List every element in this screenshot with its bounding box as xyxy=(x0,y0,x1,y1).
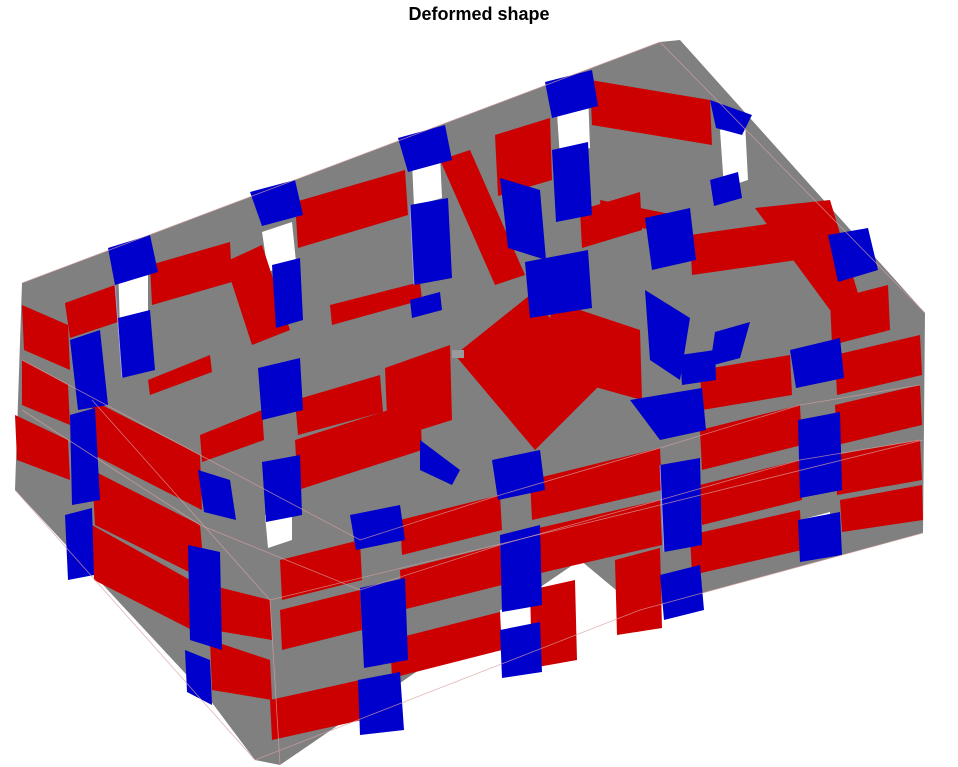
pier xyxy=(70,408,100,505)
pier xyxy=(70,330,108,410)
pier xyxy=(798,512,842,562)
pier xyxy=(660,565,704,620)
pier xyxy=(680,350,716,385)
room-opening xyxy=(720,122,748,188)
pier xyxy=(500,178,546,260)
front-right-facade xyxy=(280,335,923,678)
upper-floor-walls xyxy=(65,80,890,490)
pier xyxy=(790,338,844,388)
figure-title: Deformed shape xyxy=(408,4,550,24)
pier xyxy=(185,650,212,705)
pier xyxy=(118,310,155,378)
pier xyxy=(272,258,303,328)
pier xyxy=(410,198,452,285)
pier xyxy=(798,412,842,498)
pier xyxy=(545,70,598,118)
pier xyxy=(108,235,158,285)
pier xyxy=(828,228,878,282)
pier xyxy=(710,100,752,135)
pier xyxy=(710,322,750,366)
pier xyxy=(660,458,702,552)
pier xyxy=(398,125,452,172)
pier xyxy=(525,250,592,318)
front-left-facade xyxy=(15,305,362,740)
pier xyxy=(710,172,742,206)
mesh-edges xyxy=(14,41,926,766)
pier xyxy=(410,292,442,318)
pier xyxy=(360,578,408,668)
pier xyxy=(492,450,545,500)
pier xyxy=(65,508,94,580)
pier xyxy=(645,290,690,380)
pier xyxy=(188,545,222,650)
pier xyxy=(198,470,236,520)
pier xyxy=(420,440,460,485)
pier xyxy=(500,525,542,612)
pier xyxy=(258,358,303,420)
pier xyxy=(645,208,696,270)
pier xyxy=(500,622,542,678)
node-marker xyxy=(452,350,464,358)
pier xyxy=(552,142,592,222)
pier xyxy=(630,388,706,440)
pier xyxy=(358,672,404,735)
room-opening xyxy=(262,222,296,272)
pier xyxy=(262,455,302,522)
